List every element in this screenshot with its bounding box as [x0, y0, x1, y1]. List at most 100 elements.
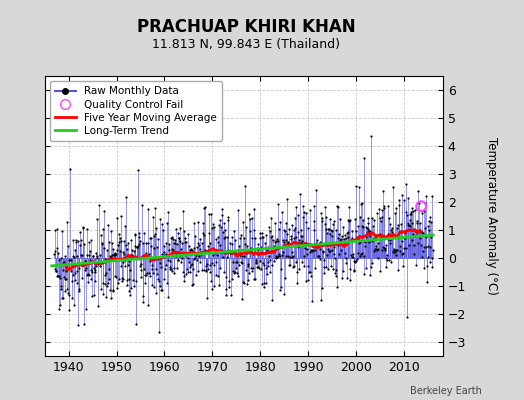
Point	[218, 206, 226, 212]
Point	[183, 250, 191, 256]
Point	[305, 269, 314, 276]
Point	[159, 253, 168, 260]
Point	[298, 259, 306, 266]
Point	[141, 272, 149, 278]
Point	[296, 240, 304, 247]
Point	[344, 233, 353, 240]
Point	[144, 302, 152, 308]
Point	[162, 240, 171, 246]
Point	[395, 202, 403, 208]
Point	[156, 216, 165, 222]
Point	[354, 250, 362, 256]
Point	[226, 249, 235, 255]
Point	[385, 256, 393, 263]
Point	[66, 166, 74, 172]
Point	[149, 245, 158, 252]
Point	[390, 247, 399, 253]
Point	[177, 245, 185, 252]
Point	[352, 258, 360, 264]
Point	[298, 232, 307, 239]
Point	[115, 235, 124, 241]
Point	[90, 292, 99, 298]
Point	[138, 298, 147, 305]
Point	[225, 277, 233, 284]
Point	[173, 265, 181, 271]
Point	[323, 252, 331, 258]
Point	[113, 246, 121, 253]
Point	[115, 276, 124, 282]
Point	[424, 243, 432, 249]
Point	[392, 225, 401, 231]
Point	[389, 184, 397, 190]
Point	[89, 259, 97, 266]
Point	[342, 235, 350, 241]
Point	[334, 235, 342, 242]
Point	[171, 237, 179, 244]
Point	[259, 260, 267, 266]
Point	[148, 266, 157, 272]
Point	[325, 231, 334, 237]
Point	[348, 254, 357, 260]
Point	[281, 228, 289, 234]
Point	[309, 243, 317, 249]
Point	[199, 230, 208, 237]
Point	[274, 238, 282, 245]
Point	[369, 236, 377, 242]
Point	[241, 240, 249, 247]
Point	[227, 250, 235, 256]
Point	[233, 259, 242, 266]
Point	[412, 218, 421, 224]
Point	[378, 247, 386, 253]
Point	[397, 228, 405, 234]
Point	[277, 265, 285, 272]
Point	[221, 234, 229, 241]
Point	[51, 268, 60, 274]
Point	[151, 230, 159, 237]
Point	[156, 260, 164, 266]
Point	[279, 226, 288, 233]
Point	[71, 247, 80, 253]
Point	[381, 242, 390, 248]
Y-axis label: Temperature Anomaly (°C): Temperature Anomaly (°C)	[485, 137, 498, 295]
Point	[96, 252, 104, 258]
Point	[167, 235, 176, 242]
Point	[297, 227, 305, 234]
Point	[246, 247, 254, 253]
Point	[370, 234, 379, 241]
Point	[417, 242, 425, 248]
Point	[326, 216, 335, 222]
Point	[374, 255, 382, 262]
Point	[169, 240, 178, 246]
Point	[65, 306, 73, 313]
Point	[267, 234, 275, 240]
Point	[67, 257, 75, 264]
Point	[257, 230, 266, 236]
Point	[272, 253, 280, 260]
Point	[179, 208, 188, 214]
Point	[229, 259, 237, 265]
Point	[72, 280, 81, 286]
Point	[250, 206, 259, 212]
Point	[126, 267, 134, 273]
Point	[353, 234, 361, 240]
Point	[84, 238, 93, 245]
Point	[271, 238, 280, 244]
Point	[78, 225, 86, 231]
Point	[318, 218, 326, 224]
Point	[172, 250, 180, 256]
Point	[293, 211, 302, 218]
Point	[255, 251, 263, 257]
Point	[155, 278, 163, 284]
Point	[263, 247, 271, 253]
Point	[422, 244, 430, 250]
Point	[53, 273, 61, 280]
Point	[190, 245, 198, 251]
Point	[189, 266, 198, 273]
Point	[224, 214, 233, 220]
Point	[212, 236, 220, 243]
Point	[86, 237, 95, 244]
Point	[327, 227, 335, 234]
Point	[81, 267, 89, 273]
Point	[244, 263, 252, 269]
Point	[402, 181, 410, 187]
